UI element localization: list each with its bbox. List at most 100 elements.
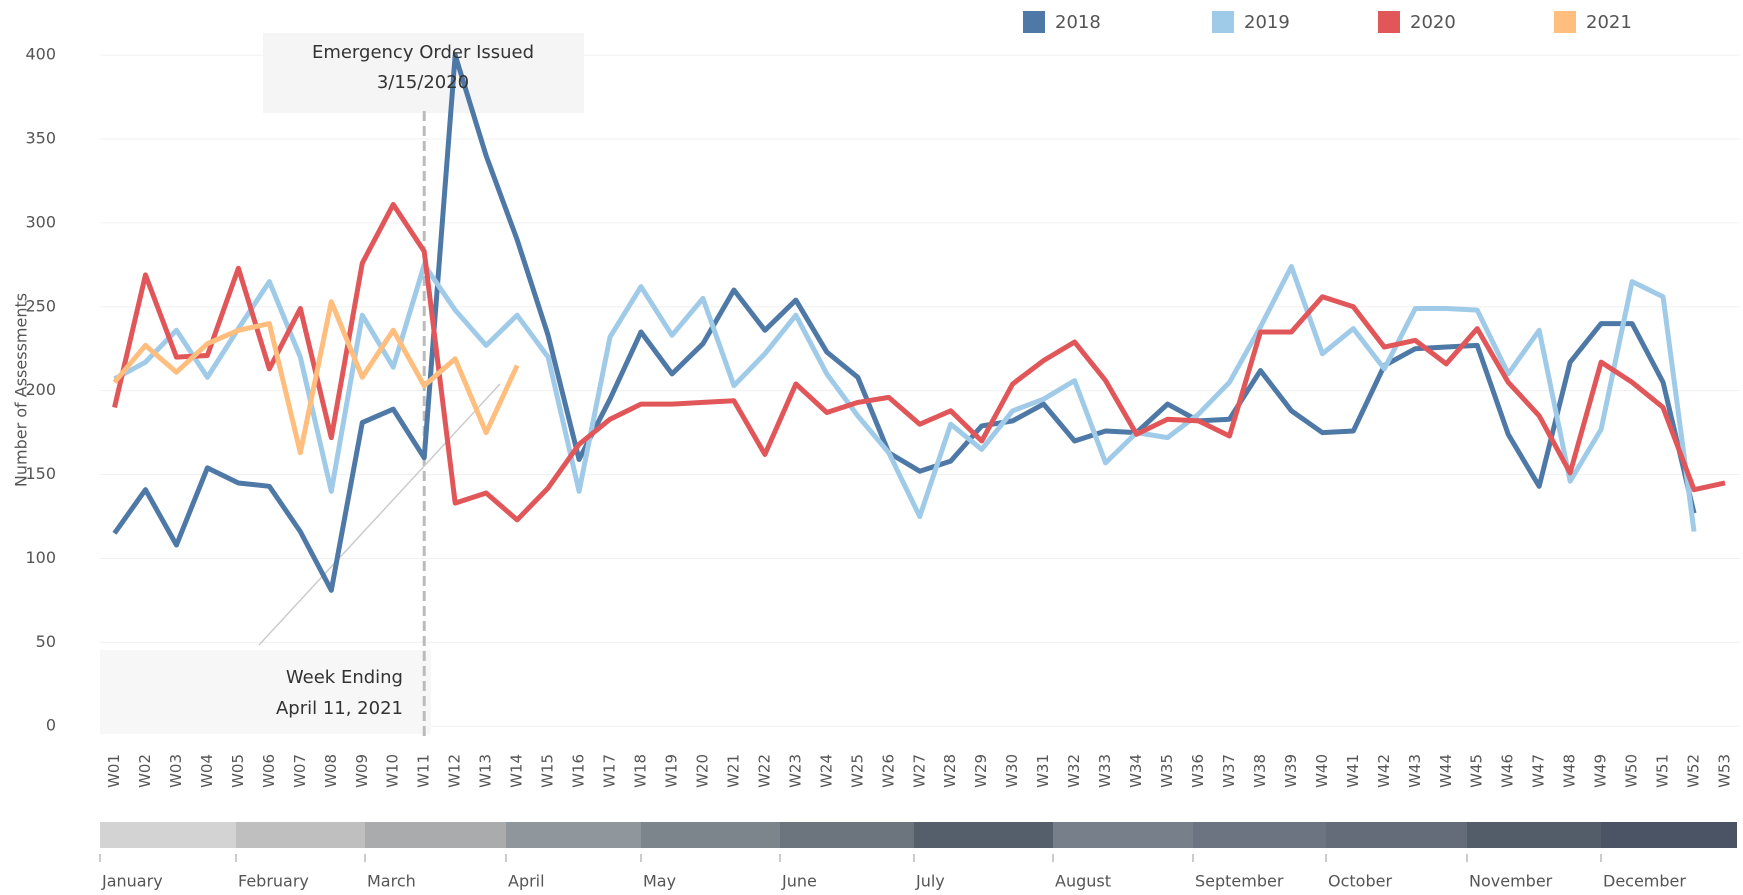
x-tick-label: W43 bbox=[1406, 754, 1424, 788]
x-tick-label: W11 bbox=[415, 754, 433, 788]
x-tick-label: W41 bbox=[1344, 754, 1362, 788]
month-band bbox=[1053, 822, 1193, 848]
annotation-box bbox=[100, 650, 431, 734]
x-tick-label: W47 bbox=[1530, 754, 1548, 788]
x-tick-label: W01 bbox=[105, 754, 123, 788]
y-tick-label: 250 bbox=[25, 296, 56, 315]
x-tick-label: W09 bbox=[353, 754, 371, 788]
x-tick-label: W03 bbox=[167, 754, 185, 788]
x-tick-label: W31 bbox=[1034, 754, 1052, 788]
series-line bbox=[113, 262, 1697, 532]
x-tick-label: W45 bbox=[1468, 754, 1486, 788]
y-tick-label: 300 bbox=[25, 212, 56, 231]
x-tick-label: W27 bbox=[910, 754, 928, 788]
x-tick-label: W44 bbox=[1437, 754, 1455, 788]
x-tick-label: W32 bbox=[1065, 754, 1083, 788]
month-label: August bbox=[1055, 872, 1111, 891]
x-tick-label: W08 bbox=[322, 754, 340, 788]
x-tick-label: W46 bbox=[1499, 754, 1517, 788]
x-tick-label: W26 bbox=[879, 754, 897, 788]
x-tick-label: W25 bbox=[848, 754, 866, 788]
x-tick-label: W49 bbox=[1592, 754, 1610, 788]
x-tick-label: W22 bbox=[755, 754, 773, 788]
month-label: May bbox=[643, 872, 676, 891]
y-tick-label: 400 bbox=[25, 45, 56, 64]
month-band bbox=[1467, 822, 1601, 848]
x-tick-label: W53 bbox=[1716, 754, 1734, 788]
month-band bbox=[1326, 822, 1467, 848]
month-band bbox=[365, 822, 506, 848]
month-band bbox=[1193, 822, 1326, 848]
x-tick-label: W14 bbox=[508, 754, 526, 788]
x-tick-label: W30 bbox=[1003, 754, 1021, 788]
x-tick-label: W04 bbox=[198, 754, 216, 788]
x-tick-label: W15 bbox=[539, 754, 557, 788]
x-tick-label: W42 bbox=[1375, 754, 1393, 788]
month-band bbox=[100, 822, 236, 848]
month-band bbox=[641, 822, 780, 848]
month-band bbox=[236, 822, 365, 848]
x-tick-label: W19 bbox=[662, 754, 680, 788]
x-tick-label: W48 bbox=[1561, 754, 1579, 788]
series-line bbox=[112, 201, 1726, 523]
x-tick-label: W02 bbox=[136, 754, 154, 788]
x-tick-label: W51 bbox=[1654, 754, 1672, 788]
x-tick-label: W37 bbox=[1220, 754, 1238, 788]
x-tick-label: W16 bbox=[570, 754, 588, 788]
x-tick-label: W39 bbox=[1282, 754, 1300, 788]
month-band bbox=[914, 822, 1053, 848]
x-tick-label: W23 bbox=[786, 754, 804, 788]
x-tick-label: W13 bbox=[477, 754, 495, 788]
series-line bbox=[112, 299, 520, 456]
x-tick-label: W50 bbox=[1623, 754, 1641, 788]
x-tick-label: W12 bbox=[446, 754, 464, 788]
month-label: March bbox=[367, 872, 416, 891]
month-label: October bbox=[1328, 872, 1392, 891]
annotation-connector bbox=[258, 383, 501, 646]
legend-label: 2020 bbox=[1410, 12, 1456, 33]
x-tick-label: W29 bbox=[972, 754, 990, 788]
x-tick-label: W33 bbox=[1096, 754, 1114, 788]
series-line bbox=[112, 52, 1697, 593]
y-tick-label: 350 bbox=[25, 129, 56, 148]
month-label: July bbox=[915, 872, 945, 891]
y-tick-label: 150 bbox=[25, 464, 56, 483]
month-label: June bbox=[781, 872, 817, 891]
x-tick-label: W17 bbox=[601, 754, 619, 788]
month-label: December bbox=[1603, 872, 1686, 891]
y-tick-label: 200 bbox=[25, 380, 56, 399]
x-tick-label: W34 bbox=[1127, 754, 1145, 788]
annotation-text: 3/15/2020 bbox=[377, 72, 469, 93]
month-label: April bbox=[508, 872, 545, 891]
legend-label: 2019 bbox=[1244, 12, 1290, 33]
legend-swatch bbox=[1023, 11, 1045, 33]
x-tick-label: W52 bbox=[1685, 754, 1703, 788]
legend-swatch bbox=[1554, 11, 1576, 33]
month-band bbox=[780, 822, 914, 848]
x-tick-label: W36 bbox=[1189, 754, 1207, 788]
y-tick-label: 100 bbox=[25, 548, 56, 567]
annotation-text: Emergency Order Issued bbox=[312, 42, 534, 63]
x-tick-label: W40 bbox=[1313, 754, 1331, 788]
legend-swatch bbox=[1212, 11, 1234, 33]
y-tick-label: 0 bbox=[46, 716, 56, 735]
x-tick-label: W28 bbox=[941, 754, 959, 788]
month-label: January bbox=[101, 872, 163, 891]
month-label: February bbox=[238, 872, 309, 891]
y-axis-label: Number of Assessments bbox=[12, 293, 31, 487]
annotation-text: April 11, 2021 bbox=[276, 698, 403, 719]
y-tick-label: 50 bbox=[36, 632, 56, 651]
x-tick-label: W38 bbox=[1251, 754, 1269, 788]
x-tick-label: W07 bbox=[291, 754, 309, 788]
legend-swatch bbox=[1378, 11, 1400, 33]
x-tick-label: W24 bbox=[817, 754, 835, 788]
month-band bbox=[1601, 822, 1737, 848]
x-tick-label: W06 bbox=[260, 754, 278, 788]
month-label: September bbox=[1195, 872, 1284, 891]
legend-label: 2018 bbox=[1055, 12, 1101, 33]
x-tick-label: W20 bbox=[693, 754, 711, 788]
annotation-box bbox=[263, 33, 584, 113]
annotation-text: Week Ending bbox=[286, 667, 403, 688]
month-band bbox=[506, 822, 641, 848]
